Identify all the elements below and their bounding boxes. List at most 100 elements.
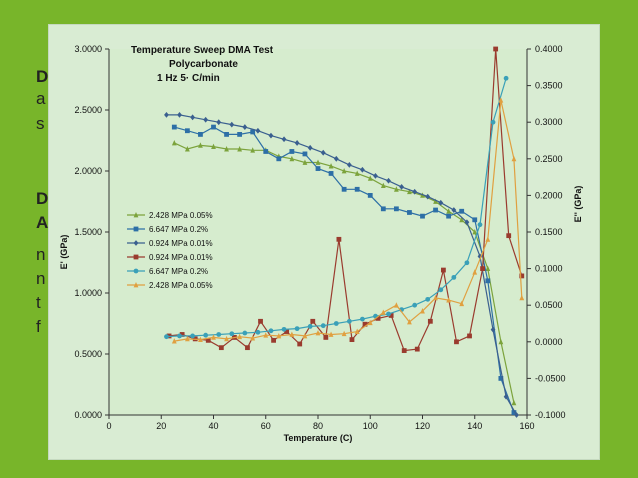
data-point xyxy=(519,273,525,279)
data-point xyxy=(493,46,499,52)
dma-chart: 0 20 40 60 80 100 120 140 160 0.0000 0.5000 1.0000 1… xyxy=(59,44,583,443)
data-point xyxy=(373,172,378,179)
data-point xyxy=(310,318,316,324)
data-point xyxy=(514,412,519,418)
data-point xyxy=(177,111,182,118)
data-point xyxy=(198,142,203,148)
data-point xyxy=(511,410,517,415)
x-tick-label: 20 xyxy=(156,421,166,431)
data-point xyxy=(401,348,407,353)
y-right-tick-label: 0.3000 xyxy=(535,117,563,127)
slide-text-fragment: t xyxy=(36,293,41,312)
data-point xyxy=(454,339,459,345)
data-point xyxy=(315,159,321,165)
data-point xyxy=(386,311,391,317)
y-left-tick-label: 1.5000 xyxy=(74,227,102,237)
data-point xyxy=(519,294,525,301)
data-point xyxy=(179,332,185,337)
data-point xyxy=(237,132,243,137)
data-point xyxy=(307,144,313,151)
x-tick-label: 120 xyxy=(415,421,430,431)
data-point xyxy=(451,207,457,213)
data-point xyxy=(328,171,334,176)
x-tick-label: 60 xyxy=(261,421,271,431)
slide-text-fragment: s xyxy=(36,114,45,133)
data-point xyxy=(268,132,274,139)
data-point xyxy=(315,330,321,336)
data-point xyxy=(184,128,190,134)
data-point xyxy=(271,337,276,343)
data-point xyxy=(224,335,229,342)
data-point xyxy=(375,315,381,321)
legend-marker xyxy=(133,282,139,288)
data-point xyxy=(425,193,431,200)
y-right-tick-label: -0.1000 xyxy=(535,410,566,420)
data-point xyxy=(258,318,263,324)
legend-marker xyxy=(133,254,139,260)
data-point xyxy=(211,334,216,340)
chart-title-line: 1 Hz 5· C/min xyxy=(157,73,220,84)
data-point xyxy=(289,149,295,154)
data-point xyxy=(315,166,321,171)
data-point xyxy=(346,318,352,324)
data-point xyxy=(250,335,256,341)
data-point xyxy=(511,155,517,162)
dma-chart-figure: 0 20 40 60 80 100 120 140 160 0.0000 0.5000 1.0000 1… xyxy=(48,24,600,460)
data-point xyxy=(386,177,391,184)
data-point xyxy=(438,287,444,293)
data-point xyxy=(399,183,404,190)
data-point xyxy=(250,147,256,153)
data-point xyxy=(490,326,496,333)
data-point xyxy=(237,146,243,152)
data-point xyxy=(433,207,438,213)
legend-label: 0.924 MPa 0.01% xyxy=(149,239,213,248)
data-point xyxy=(354,186,360,192)
x-tick-label: 0 xyxy=(106,421,111,431)
data-point xyxy=(276,156,282,162)
data-point xyxy=(446,213,452,219)
x-tick-label: 140 xyxy=(467,421,482,431)
x-tick-label: 100 xyxy=(363,421,378,431)
data-point xyxy=(407,319,412,325)
data-point xyxy=(190,333,196,339)
data-point xyxy=(229,331,235,337)
data-point xyxy=(360,316,365,322)
x-axis-label: Temperature (C) xyxy=(284,433,353,443)
data-point xyxy=(485,236,491,242)
data-point xyxy=(250,129,256,135)
data-point xyxy=(164,111,169,118)
data-point xyxy=(459,208,465,214)
data-point xyxy=(346,162,352,168)
y-right-tick-label: 0.1500 xyxy=(535,227,563,237)
data-point xyxy=(237,333,243,340)
data-point xyxy=(218,345,224,351)
data-point xyxy=(490,119,496,125)
data-point xyxy=(427,318,433,324)
data-point xyxy=(289,331,295,337)
data-point xyxy=(498,338,504,345)
chart-title-line: Polycarbonate xyxy=(169,59,238,70)
data-point xyxy=(407,188,412,195)
data-point xyxy=(367,175,373,181)
data-point xyxy=(485,278,491,284)
data-point xyxy=(420,213,425,219)
data-point xyxy=(451,274,457,280)
legend-marker xyxy=(133,240,139,246)
series-line xyxy=(169,48,523,352)
data-point xyxy=(224,146,229,152)
series-line xyxy=(174,100,523,342)
data-point xyxy=(459,216,465,223)
legend-label: 2.428 MPa 0.05% xyxy=(149,281,213,290)
data-point xyxy=(242,124,248,130)
x-tick-label: 160 xyxy=(519,421,534,431)
data-point xyxy=(441,267,446,273)
data-point xyxy=(203,116,209,123)
data-point xyxy=(412,188,418,195)
data-point xyxy=(263,332,269,338)
data-point xyxy=(171,338,177,344)
data-point xyxy=(467,333,472,339)
data-point xyxy=(333,155,339,162)
slide-text-fragment: f xyxy=(36,317,41,336)
y-left-tick-label: 2.5000 xyxy=(74,105,102,115)
data-point xyxy=(349,337,355,343)
